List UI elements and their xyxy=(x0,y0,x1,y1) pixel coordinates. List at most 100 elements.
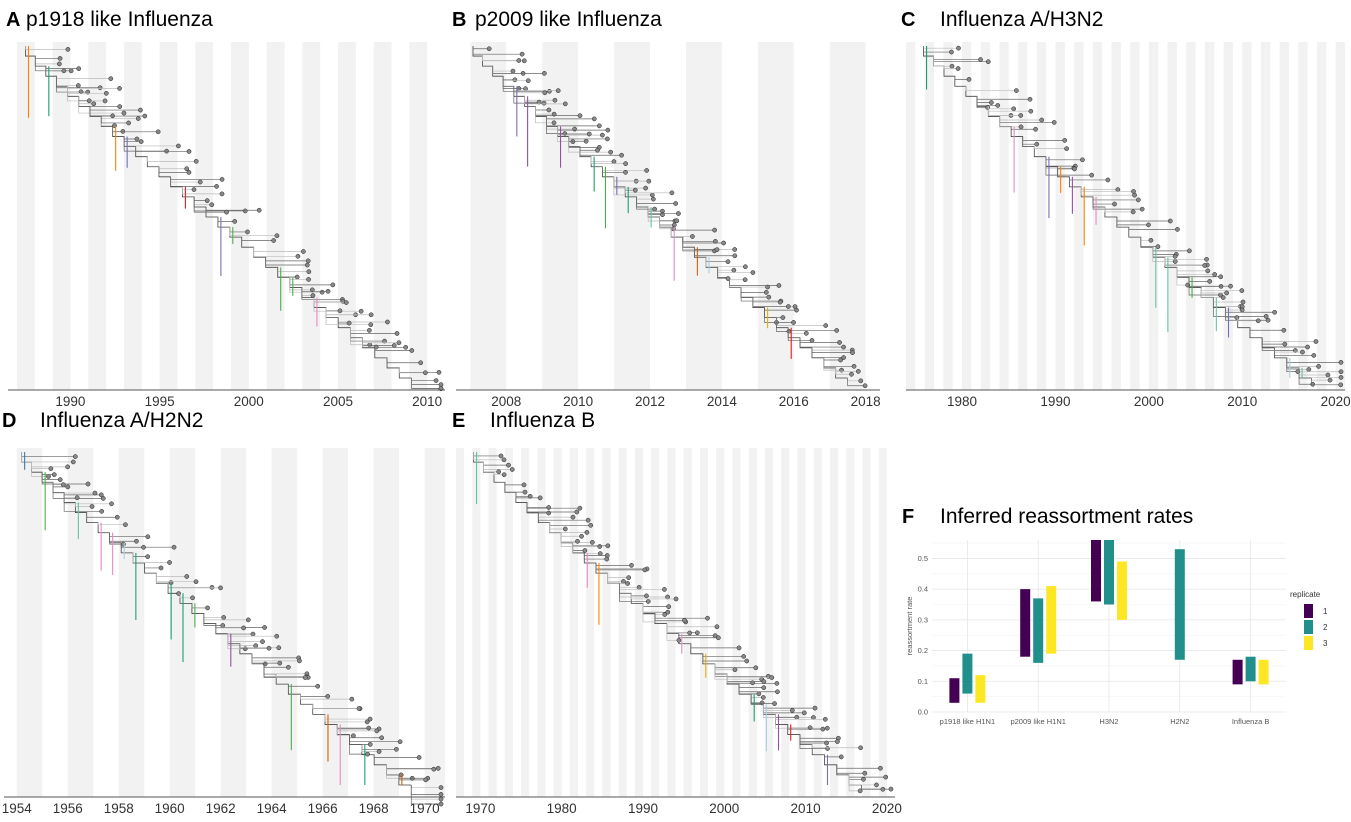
panel-f: F Inferred reassortment rates 0.00.10.20… xyxy=(902,505,1328,726)
panel-e-title: Influenza B xyxy=(490,409,595,432)
legend-label: 1 xyxy=(1323,607,1328,616)
panel-a-tick-2000: 2000 xyxy=(234,394,264,409)
panel-a-letter: A xyxy=(6,9,20,31)
rate-interval-bar xyxy=(1020,589,1031,657)
panel-d-year-stripes xyxy=(16,448,445,797)
panel-d-tick-1970: 1970 xyxy=(410,801,440,816)
rate-interval-bar xyxy=(1174,549,1185,660)
panel-d-letter: D xyxy=(2,410,16,432)
panel-f-letter: F xyxy=(902,506,914,528)
rate-interval-bar xyxy=(1033,598,1044,663)
y-tick-label: 0.0 xyxy=(918,708,928,717)
panel-a-tick-2010: 2010 xyxy=(412,394,442,409)
rate-interval-bar xyxy=(1046,586,1057,654)
rate-interval-bar xyxy=(1245,656,1256,682)
panel-b-tick-2014: 2014 xyxy=(707,394,738,409)
panel-c: 1980 1990 2000 2010 2020 C Influenza A/H3N2 xyxy=(901,8,1351,409)
panel-d-reassortment-network xyxy=(21,452,444,807)
panel-c-tick-2010: 2010 xyxy=(1227,394,1257,409)
panel-b-tick-2012: 2012 xyxy=(635,394,665,409)
panel-a-tick-1995: 1995 xyxy=(145,394,175,409)
x-tick-label: H2N2 xyxy=(1170,717,1189,726)
rate-interval-bar xyxy=(1104,540,1114,605)
legend-swatch xyxy=(1304,636,1313,650)
panel-b-title: p2009 like Influenza xyxy=(475,8,662,31)
panel-b-tick-2008: 2008 xyxy=(491,394,521,409)
panel-e-reassortment-network xyxy=(473,452,894,794)
panel-c-tick-labels: 1980 1990 2000 2010 2020 xyxy=(947,394,1351,409)
x-tick-label: H3N2 xyxy=(1099,717,1118,726)
panel-b-tick-2016: 2016 xyxy=(779,394,809,409)
panel-b-letter: B xyxy=(452,9,466,31)
rate-interval-bar xyxy=(975,675,986,703)
panel-d-tick-1968: 1968 xyxy=(359,801,389,816)
legend-label: 2 xyxy=(1323,623,1328,632)
panel-c-reassortment-network xyxy=(923,45,1344,388)
panel-e-year-stripes xyxy=(456,448,887,797)
y-tick-label: 0.1 xyxy=(918,677,928,686)
panel-d-tick-labels: 1954 1956 1958 1960 1962 1964 1966 1968 1970 xyxy=(2,801,440,816)
panel-e-letter: E xyxy=(452,410,465,432)
panel-b-tick-2010: 2010 xyxy=(563,394,593,409)
x-tick-label: Influenza B xyxy=(1232,717,1270,726)
panel-c-tick-2020: 2020 xyxy=(1321,394,1351,409)
panel-a-year-stripes xyxy=(16,42,428,390)
legend-swatch xyxy=(1304,620,1313,634)
panel-e-tick-2020: 2020 xyxy=(872,801,902,816)
y-tick-label: 0.5 xyxy=(918,554,928,563)
y-tick-label: 0.2 xyxy=(918,646,928,655)
rate-chart-y-ticks: 0.0 0.1 0.2 0.3 0.4 0.5 xyxy=(918,554,928,717)
panel-a-reassortment-network xyxy=(25,46,444,392)
panel-d-tick-1956: 1956 xyxy=(53,801,83,816)
panel-a-tick-2005: 2005 xyxy=(323,394,353,409)
panel-c-tick-1990: 1990 xyxy=(1040,394,1070,409)
panel-a-title: p1918 like Influenza xyxy=(26,8,213,31)
legend-title: replicate xyxy=(1290,590,1321,599)
y-tick-label: 0.4 xyxy=(918,585,928,594)
panel-b-tick-labels: 2008 2010 2012 2014 2016 2018 xyxy=(491,394,880,409)
panel-b-reassortment-network xyxy=(472,46,868,389)
legend-label: 3 xyxy=(1323,639,1328,648)
panel-d-tick-1954: 1954 xyxy=(2,801,33,816)
x-tick-label: p1918 like H1N1 xyxy=(940,717,995,726)
rate-interval-bar xyxy=(949,678,960,703)
panel-d-title: Influenza A/H2N2 xyxy=(40,409,203,432)
panel-b: 2008 2010 2012 2014 2016 2018 B p2009 like In… xyxy=(452,8,881,409)
panel-e-tick-1980: 1980 xyxy=(547,801,577,816)
panel-c-title: Influenza A/H3N2 xyxy=(940,8,1103,31)
panel-c-tick-2000: 2000 xyxy=(1134,394,1164,409)
panel-b-tick-2018: 2018 xyxy=(851,394,881,409)
y-tick-label: 0.3 xyxy=(918,615,928,624)
rate-interval-bar xyxy=(1232,659,1243,685)
rate-chart-x-ticks: p1918 like H1N1 p2009 like H1N1 H3N2 H2N2 In… xyxy=(940,717,1270,726)
panel-e: 1970 1980 1990 2000 2010 2020 E Influenza B xyxy=(452,409,902,816)
x-tick-label: p2009 like H1N1 xyxy=(1010,717,1065,726)
panel-a-tick-labels: 1990 1995 2000 2005 2010 xyxy=(55,394,442,409)
panel-a: 1990 1995 2000 2005 2010 A p1918 like Influe… xyxy=(6,8,445,409)
panel-e-tick-2010: 2010 xyxy=(791,801,821,816)
panel-d-tick-1962: 1962 xyxy=(206,801,236,816)
panel-e-tick-1990: 1990 xyxy=(628,801,658,816)
panel-c-letter: C xyxy=(901,9,915,31)
replicate-legend: replicate 1 2 3 xyxy=(1290,590,1328,650)
panel-c-tick-1980: 1980 xyxy=(947,394,977,409)
panel-f-title: Inferred reassortment rates xyxy=(940,505,1193,528)
legend-swatch xyxy=(1304,604,1313,618)
panel-d: 1954 1956 1958 1960 1962 1964 1966 1968 1970 D I… xyxy=(2,409,445,816)
panel-d-tick-1958: 1958 xyxy=(104,801,134,816)
panel-d-tick-1964: 1964 xyxy=(257,801,288,816)
rate-interval-bar xyxy=(1117,561,1127,620)
panel-a-tick-1990: 1990 xyxy=(55,394,85,409)
panel-b-year-stripes xyxy=(470,42,866,390)
rate-chart-bars xyxy=(949,540,1269,703)
panel-e-tick-2000: 2000 xyxy=(709,801,739,816)
rate-interval-bar xyxy=(1258,659,1269,685)
panel-c-year-stripes xyxy=(906,42,1345,390)
rate-interval-bar xyxy=(962,653,973,694)
rate-interval-bar xyxy=(1091,540,1101,602)
panel-e-tick-labels: 1970 1980 1990 2000 2010 2020 xyxy=(465,801,902,816)
panel-d-tick-1966: 1966 xyxy=(308,801,338,816)
panel-d-tick-1960: 1960 xyxy=(155,801,185,816)
panel-e-tick-1970: 1970 xyxy=(465,801,495,816)
